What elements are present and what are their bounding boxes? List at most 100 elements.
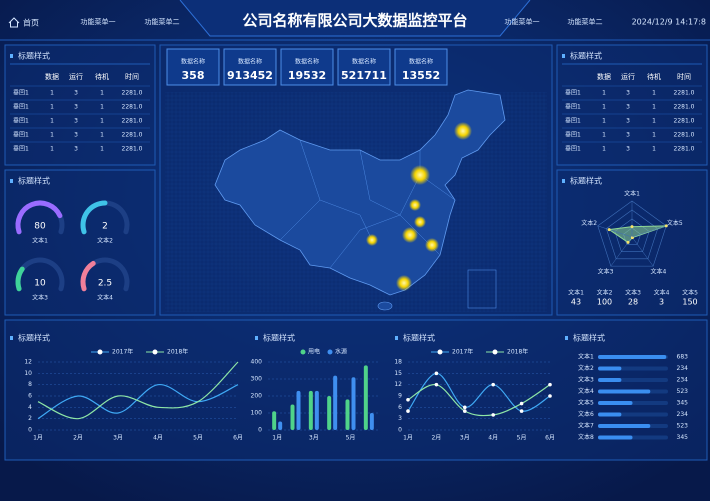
point bbox=[491, 382, 496, 387]
hainan bbox=[377, 301, 393, 311]
legend-label: 2017年 bbox=[112, 348, 133, 356]
radar-list-label: 文本5 bbox=[682, 289, 698, 297]
radar-list-label: 文本4 bbox=[654, 289, 670, 297]
stat-label: 数据名称 bbox=[238, 58, 262, 66]
table-cell: 1 bbox=[652, 132, 656, 139]
point bbox=[406, 409, 410, 413]
panel bbox=[556, 44, 708, 166]
table-cell: 3 bbox=[74, 118, 78, 125]
table-header: 数据 bbox=[597, 72, 611, 81]
city-dot[interactable] bbox=[366, 234, 378, 246]
x-tick-label: 5月 bbox=[346, 435, 356, 442]
point bbox=[434, 382, 439, 387]
header-plate bbox=[179, 0, 531, 37]
stat-value: 521711 bbox=[341, 69, 387, 82]
gauge-arc bbox=[80, 260, 96, 292]
x-tick-label: 5月 bbox=[517, 435, 527, 442]
table-cell: 1 bbox=[602, 104, 606, 111]
radar-label: 文本4 bbox=[651, 267, 667, 275]
city-dot[interactable] bbox=[454, 122, 472, 140]
table-cell: 1 bbox=[100, 146, 104, 153]
bar-label: 文本6 bbox=[578, 410, 594, 418]
bar bbox=[598, 366, 622, 371]
bar bbox=[598, 355, 667, 359]
point bbox=[463, 405, 467, 410]
city-dot[interactable] bbox=[396, 275, 412, 291]
table-cell: 2281.0 bbox=[122, 90, 143, 97]
table-cell: 3 bbox=[626, 146, 630, 153]
table-cell: 垂回1 bbox=[13, 132, 29, 139]
bar bbox=[327, 396, 332, 430]
table-cell: 2281.0 bbox=[122, 104, 143, 111]
radar-list-label: 文本2 bbox=[597, 289, 613, 297]
series-line bbox=[37, 361, 239, 420]
table-cell: 1 bbox=[50, 104, 54, 111]
value-label: 523 bbox=[677, 388, 689, 395]
table-header: 数据 bbox=[45, 72, 59, 81]
city-dot[interactable] bbox=[409, 199, 421, 211]
y-tick-label: 9 bbox=[398, 393, 402, 400]
stat-label: 数据名称 bbox=[352, 58, 376, 66]
gauge-label: 文本2 bbox=[97, 237, 113, 245]
gauge-value: 80 bbox=[34, 222, 46, 232]
x-tick-label: 3月 bbox=[113, 435, 123, 442]
table-cell: 2281.0 bbox=[674, 132, 695, 139]
x-tick-label: 1月 bbox=[272, 435, 282, 442]
bar-label: 文本7 bbox=[578, 422, 594, 430]
y-tick-label: 0 bbox=[258, 427, 262, 434]
title-marker bbox=[10, 54, 13, 58]
title-marker bbox=[562, 54, 565, 58]
city-dot[interactable] bbox=[410, 165, 430, 185]
table-cell: 3 bbox=[74, 104, 78, 111]
gauge-value: 10 bbox=[34, 279, 46, 289]
y-tick-label: 3 bbox=[398, 415, 402, 422]
radar-ring bbox=[597, 200, 667, 267]
menu-item[interactable]: 功能菜单一 bbox=[505, 17, 540, 26]
bar bbox=[314, 390, 319, 430]
panel-title: 标题样式 bbox=[18, 176, 50, 186]
table-cell: 3 bbox=[626, 104, 630, 111]
point bbox=[463, 409, 467, 413]
gauge-label: 文本3 bbox=[32, 294, 48, 302]
city-dot[interactable] bbox=[414, 216, 426, 228]
table-cell: 1 bbox=[652, 118, 656, 125]
value-label: 683 bbox=[677, 354, 689, 361]
y-tick-label: 300 bbox=[251, 376, 263, 383]
y-tick-label: 8 bbox=[28, 381, 32, 388]
table-cell: 1 bbox=[50, 146, 54, 153]
table-header: 时间 bbox=[677, 72, 691, 81]
legend-marker bbox=[437, 349, 443, 355]
menu-item[interactable]: 功能菜单二 bbox=[568, 17, 603, 26]
bar bbox=[345, 399, 350, 430]
gauge-arc bbox=[80, 200, 108, 235]
panel-title: 标题样式 bbox=[18, 333, 50, 343]
menu-item[interactable]: 功能菜单一 bbox=[81, 17, 116, 26]
table-header: 待机 bbox=[95, 72, 109, 81]
radar-point bbox=[607, 228, 611, 232]
y-tick-label: 0 bbox=[398, 427, 402, 434]
table-cell: 垂回1 bbox=[565, 132, 581, 139]
map bbox=[165, 89, 547, 312]
home-icon[interactable] bbox=[8, 17, 20, 28]
radar-area bbox=[607, 225, 667, 244]
bar-label: 文本8 bbox=[578, 433, 594, 441]
series-line bbox=[407, 384, 551, 417]
table-cell: 1 bbox=[602, 146, 606, 153]
series-line bbox=[37, 384, 239, 420]
home-link[interactable]: 首页 bbox=[23, 18, 39, 28]
city-dot[interactable] bbox=[402, 227, 418, 243]
legend-marker bbox=[300, 349, 306, 355]
x-tick-label: 3月 bbox=[460, 435, 470, 442]
radar-point bbox=[626, 240, 630, 244]
menu-item[interactable]: 功能菜单二 bbox=[145, 17, 180, 26]
x-tick-label: 3月 bbox=[309, 435, 319, 442]
point bbox=[519, 401, 524, 406]
y-tick-label: 400 bbox=[251, 359, 263, 366]
table-cell: 3 bbox=[74, 146, 78, 153]
table-cell: 2281.0 bbox=[122, 132, 143, 139]
table-cell: 垂回1 bbox=[565, 118, 581, 125]
city-dot[interactable] bbox=[425, 238, 439, 252]
radar-label: 文本3 bbox=[598, 267, 614, 275]
panel-title: 标题样式 bbox=[570, 176, 602, 186]
radar-list-label: 文本1 bbox=[568, 289, 584, 297]
